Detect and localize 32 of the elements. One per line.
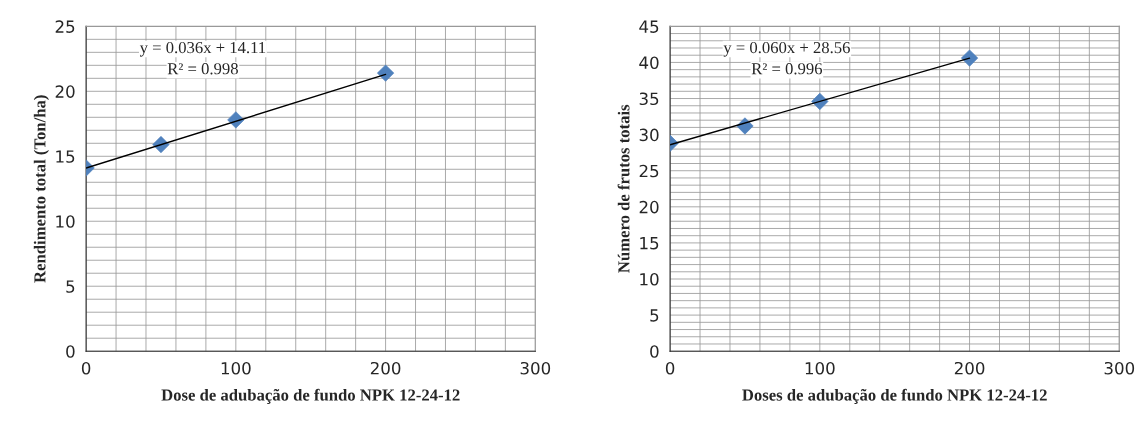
annotation: R² = 0.996 [751, 63, 823, 75]
x-tick-label: 100 [221, 361, 251, 375]
x-tick-label: 300 [520, 361, 551, 375]
x-tick-label: 0 [665, 361, 675, 375]
y-tick-label: 25 [55, 20, 75, 33]
y-tick-label: 0 [66, 345, 75, 358]
y-tick-label: 15 [640, 237, 659, 250]
y-tick-label: 35 [639, 92, 659, 106]
y-tick-label: 20 [639, 200, 659, 214]
y-tick-label: 25 [639, 164, 659, 178]
y-tick-label: 10 [56, 215, 75, 228]
x-tick-label: 100 [805, 361, 835, 375]
y-tick-label: 20 [55, 85, 75, 98]
y-tick-label: 0 [650, 345, 659, 358]
annotation: y = 0.036x + 14.11 [139, 41, 266, 57]
x-tick-label: 200 [370, 361, 401, 375]
y-axis-title: Rendimento total (Ton/ha) [33, 95, 49, 283]
y-tick-label: 5 [650, 309, 659, 322]
x-tick-label: 200 [954, 361, 985, 375]
annotation: y = 0.060x + 28.56 [723, 41, 850, 57]
y-tick-label: 40 [639, 56, 659, 69]
y-axis-title: Número de frutos totais [617, 104, 630, 273]
x-tick-label: 0 [81, 361, 91, 375]
y-tick-label: 15 [56, 150, 75, 163]
x-axis-title: Dose de adubação de fundo NPK 12-24-12 [161, 388, 460, 404]
y-tick-label: 45 [639, 20, 659, 33]
y-tick-label: 10 [640, 272, 659, 286]
y-tick-label: 5 [66, 280, 75, 293]
y-tick-label: 30 [639, 128, 659, 142]
x-axis-title: Doses de adubação de fundo NPK 12-24-12 [742, 388, 1047, 404]
x-tick-label: 300 [1104, 361, 1135, 375]
annotation: R² = 0.998 [167, 63, 238, 75]
